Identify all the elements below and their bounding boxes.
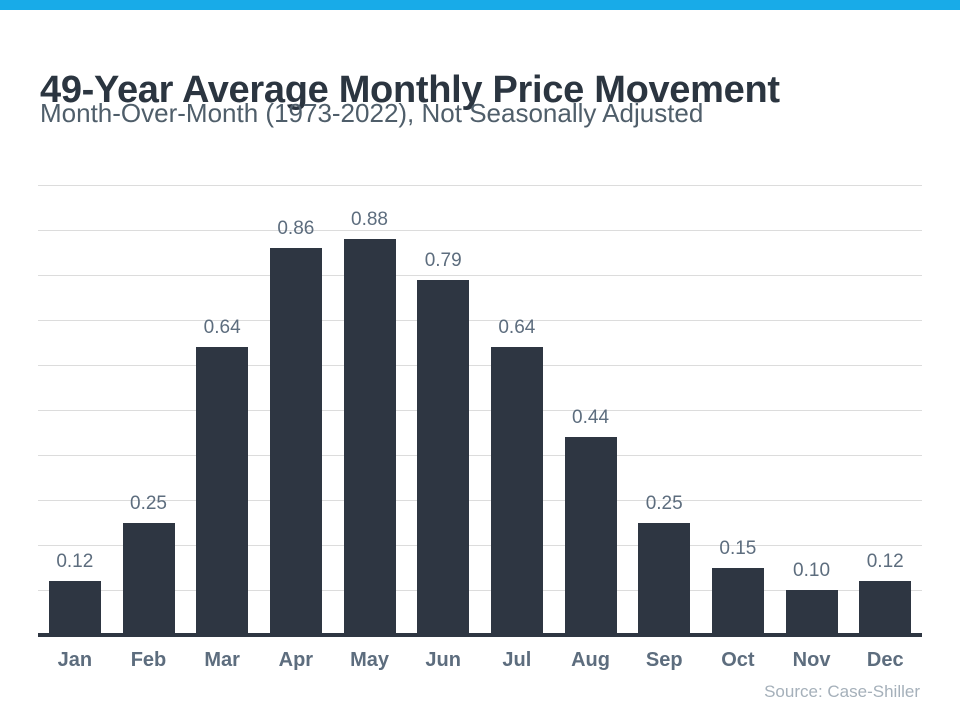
bar-mar <box>196 347 249 635</box>
bar-value-label: 0.86 <box>277 218 315 239</box>
source-attribution: Source: Case-Shiller <box>764 682 920 701</box>
bar-cell-jun: 0.79 <box>406 185 480 635</box>
gridline <box>38 455 922 456</box>
bar-cell-aug: 0.44 <box>554 185 628 635</box>
bar-aug <box>564 437 617 635</box>
bar-value-label: 0.79 <box>424 249 462 271</box>
gridline <box>38 230 922 231</box>
bar-cell-may: 0.88 <box>333 185 407 635</box>
bar-jun <box>417 279 470 635</box>
bar-value-label: 0.15 <box>719 537 757 559</box>
bar-value-label: 0.44 <box>572 407 610 428</box>
accent-bar <box>0 0 960 10</box>
bar-jul <box>490 347 543 635</box>
bar-cell-mar: 0.64 <box>185 185 259 635</box>
bar-cell-nov: 0.10 <box>775 185 849 635</box>
bar-nov <box>785 590 838 635</box>
bar-cell-sep: 0.25 <box>627 185 701 635</box>
bar-jan <box>48 581 101 635</box>
page-title: 49-Year Average Monthly Price Movement <box>40 69 780 112</box>
x-axis-label-feb: Feb <box>130 649 167 671</box>
bar-cell-apr: 0.86 <box>259 185 333 635</box>
x-axis-label-oct: Oct <box>721 649 755 671</box>
bar-cell-jul: 0.64 <box>480 185 554 635</box>
bar-value-label: 0.88 <box>351 209 389 230</box>
bars-layer: 0.12 0.25 0.64 0.86 0.88 0.79 0.64 0.44 0.25 0.15… <box>38 185 922 635</box>
bar-value-label: 0.10 <box>793 560 831 581</box>
x-axis-label-may: May <box>350 649 389 671</box>
x-axis-label-apr: Apr <box>278 649 314 671</box>
bar-cell-feb: 0.25 <box>112 185 186 635</box>
bar-value-label: 0.12 <box>866 551 904 572</box>
gridline <box>38 275 922 276</box>
x-axis-label-aug: Aug <box>571 649 610 671</box>
bar-oct <box>711 567 764 635</box>
bar-cell-oct: 0.15 <box>701 185 775 635</box>
gridline <box>38 410 922 411</box>
page-subtitle: Month-Over-Month (1973-2022), Not Season… <box>40 98 704 128</box>
gridline <box>38 545 922 546</box>
bar-value-label: 0.25 <box>645 492 683 514</box>
bar-value-label: 0.25 <box>130 492 167 514</box>
bar-sep <box>638 522 691 635</box>
x-axis-label-jan: Jan <box>57 649 93 671</box>
x-axis-label-jun: Jun <box>425 649 461 671</box>
bar-cell-jan: 0.12 <box>38 185 112 635</box>
bar-apr <box>269 248 322 635</box>
bar-value-label: 0.12 <box>56 551 94 572</box>
gridline <box>38 365 922 366</box>
x-axis-label-mar: Mar <box>204 649 240 671</box>
gridline <box>38 320 922 321</box>
x-axis-line <box>38 633 922 637</box>
x-axis-labels: Jan Feb Mar Apr May Jun Jul Aug Sep Oct Nov Dec <box>38 649 922 672</box>
x-axis-label-jul: Jul <box>502 649 532 671</box>
x-axis-label-sep: Sep <box>645 649 683 671</box>
gridline <box>38 590 922 591</box>
bar-may <box>343 239 396 635</box>
bar-dec <box>859 581 912 635</box>
x-axis-label-dec: Dec <box>866 649 904 671</box>
bar-value-label: 0.64 <box>203 317 241 338</box>
bar-cell-dec: 0.12 <box>848 185 922 635</box>
gridline <box>38 185 922 186</box>
bar-feb <box>122 522 175 635</box>
bar-value-label: 0.64 <box>498 317 536 338</box>
x-axis-label-nov: Nov <box>792 649 831 671</box>
chart-plot-area: 0.12 0.25 0.64 0.86 0.88 0.79 0.64 0.44 0.25 0.15… <box>38 185 922 635</box>
gridline-layer <box>38 185 922 635</box>
gridline <box>38 500 922 501</box>
